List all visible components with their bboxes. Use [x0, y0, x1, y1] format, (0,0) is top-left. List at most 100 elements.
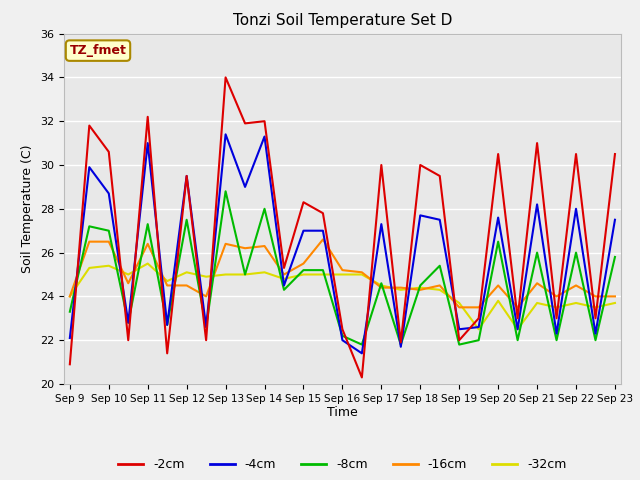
-4cm	[339, 337, 346, 343]
-2cm	[494, 151, 502, 157]
-16cm	[66, 294, 74, 300]
-16cm	[611, 294, 619, 300]
-32cm	[241, 272, 249, 277]
-4cm	[221, 132, 229, 137]
-32cm	[105, 263, 113, 269]
-32cm	[124, 272, 132, 277]
-2cm	[436, 173, 444, 179]
-8cm	[86, 224, 93, 229]
-2cm	[163, 350, 171, 356]
-2cm	[241, 120, 249, 126]
-8cm	[319, 267, 327, 273]
-8cm	[241, 272, 249, 277]
-4cm	[436, 217, 444, 223]
-8cm	[475, 337, 483, 343]
-4cm	[280, 283, 288, 288]
-4cm	[456, 326, 463, 332]
-16cm	[417, 287, 424, 293]
-4cm	[475, 324, 483, 330]
-2cm	[553, 315, 561, 321]
X-axis label: Time: Time	[327, 407, 358, 420]
-2cm	[124, 337, 132, 343]
Text: TZ_fmet: TZ_fmet	[70, 44, 127, 57]
-8cm	[397, 342, 404, 348]
-8cm	[163, 322, 171, 328]
-4cm	[572, 206, 580, 212]
-16cm	[105, 239, 113, 244]
-8cm	[202, 324, 210, 330]
-2cm	[611, 151, 619, 157]
-8cm	[533, 250, 541, 255]
-16cm	[202, 294, 210, 300]
-4cm	[144, 140, 152, 146]
-4cm	[86, 164, 93, 170]
-32cm	[163, 278, 171, 284]
-4cm	[397, 344, 404, 349]
-2cm	[144, 114, 152, 120]
-4cm	[300, 228, 307, 234]
-8cm	[436, 263, 444, 269]
-2cm	[572, 151, 580, 157]
-4cm	[124, 320, 132, 325]
-2cm	[280, 265, 288, 271]
-4cm	[105, 191, 113, 196]
-16cm	[475, 304, 483, 310]
-8cm	[358, 342, 365, 348]
-32cm	[436, 287, 444, 293]
-16cm	[553, 294, 561, 300]
Line: -32cm: -32cm	[70, 264, 615, 329]
-2cm	[339, 326, 346, 332]
-16cm	[144, 241, 152, 247]
-2cm	[475, 315, 483, 321]
-4cm	[378, 221, 385, 227]
-16cm	[591, 294, 599, 300]
-32cm	[221, 272, 229, 277]
-32cm	[339, 272, 346, 277]
-8cm	[66, 309, 74, 314]
-32cm	[533, 300, 541, 306]
-16cm	[339, 267, 346, 273]
-2cm	[514, 315, 522, 321]
Y-axis label: Soil Temperature (C): Soil Temperature (C)	[22, 144, 35, 273]
-8cm	[300, 267, 307, 273]
-8cm	[260, 206, 268, 212]
-16cm	[378, 285, 385, 290]
-2cm	[533, 140, 541, 146]
-16cm	[436, 283, 444, 288]
-2cm	[86, 123, 93, 129]
-8cm	[280, 287, 288, 293]
-32cm	[378, 283, 385, 288]
-4cm	[358, 350, 365, 356]
-16cm	[241, 245, 249, 251]
-16cm	[183, 283, 191, 288]
-32cm	[494, 298, 502, 304]
Line: -16cm: -16cm	[70, 240, 615, 307]
-16cm	[300, 261, 307, 266]
-16cm	[456, 304, 463, 310]
-16cm	[124, 280, 132, 286]
-16cm	[319, 237, 327, 242]
-4cm	[494, 215, 502, 220]
-32cm	[611, 300, 619, 306]
-2cm	[319, 210, 327, 216]
-2cm	[66, 361, 74, 367]
-2cm	[202, 337, 210, 343]
-2cm	[300, 199, 307, 205]
-8cm	[494, 239, 502, 244]
-16cm	[397, 285, 404, 290]
-4cm	[417, 213, 424, 218]
-32cm	[86, 265, 93, 271]
-16cm	[86, 239, 93, 244]
-8cm	[144, 221, 152, 227]
-32cm	[417, 285, 424, 290]
-16cm	[533, 280, 541, 286]
-16cm	[494, 283, 502, 288]
-2cm	[183, 173, 191, 179]
-16cm	[260, 243, 268, 249]
-8cm	[221, 188, 229, 194]
Line: -4cm: -4cm	[70, 134, 615, 353]
-8cm	[553, 337, 561, 343]
-4cm	[591, 331, 599, 336]
-4cm	[163, 322, 171, 328]
-8cm	[378, 280, 385, 286]
